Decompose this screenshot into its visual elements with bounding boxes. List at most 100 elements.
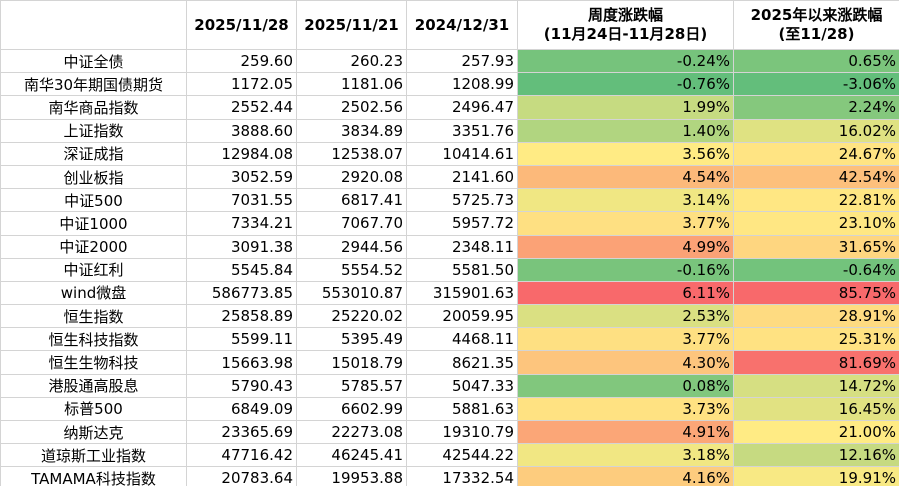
header-date-2025-11-28: 2025/11/28 (186, 0, 297, 50)
table-row: 标普500 6849.09 6602.99 5881.63 3.73% 16.45% (0, 396, 899, 422)
cell-value-2024-12-31: 20059.95 (406, 304, 518, 329)
cell-ytd-change: 81.69% (733, 350, 899, 375)
cell-weekly-change: 3.14% (517, 188, 734, 213)
cell-weekly-change: 3.77% (517, 211, 734, 236)
cell-value-2025-11-28: 7031.55 (186, 188, 297, 213)
header-date-2024-12-31: 2024/12/31 (406, 0, 518, 50)
header-weekly-change-title: 周度涨跌幅 (587, 6, 663, 24)
cell-value-2024-12-31: 2141.60 (406, 164, 518, 190)
cell-index-name: 南华30年期国债期货 (0, 72, 187, 97)
cell-value-2024-12-31: 19310.79 (406, 419, 518, 445)
cell-weekly-change: 0.08% (517, 373, 734, 398)
cell-weekly-change: -0.16% (517, 257, 734, 282)
header-ytd-change-range: (至11/28) (778, 25, 855, 43)
cell-value-2024-12-31: 42544.22 (406, 443, 518, 468)
cell-value-2025-11-28: 3888.60 (186, 118, 297, 143)
table-row: 中证全债 259.60 260.23 257.93 -0.24% 0.65% (0, 48, 899, 74)
table-row: 港股通高股息 5790.43 5785.57 5047.33 0.08% 14.72% (0, 373, 899, 398)
cell-value-2024-12-31: 2496.47 (406, 95, 518, 120)
table-row: 恒生科技指数 5599.11 5395.49 4468.11 3.77% 25.31% (0, 327, 899, 352)
cell-value-2025-11-28: 259.60 (186, 48, 297, 74)
table-row: 创业板指 3052.59 2920.08 2141.60 4.54% 42.54% (0, 164, 899, 190)
table-row: 南华商品指数 2552.44 2502.56 2496.47 1.99% 2.24% (0, 95, 899, 120)
cell-value-2025-11-28: 2552.44 (186, 95, 297, 120)
cell-index-name: wind微盘 (0, 280, 187, 306)
cell-ytd-change: 22.81% (733, 188, 899, 213)
cell-value-2025-11-28: 5790.43 (186, 373, 297, 398)
cell-ytd-change: 12.16% (733, 443, 899, 468)
cell-value-2025-11-21: 46245.41 (296, 443, 407, 468)
cell-index-name: 创业板指 (0, 164, 187, 190)
cell-ytd-change: -0.64% (733, 257, 899, 282)
cell-ytd-change: 24.67% (733, 141, 899, 166)
cell-value-2024-12-31: 10414.61 (406, 141, 518, 166)
table-row: 中证500 7031.55 6817.41 5725.73 3.14% 22.81% (0, 188, 899, 213)
cell-index-name: 纳斯达克 (0, 419, 187, 445)
cell-value-2025-11-28: 15663.98 (186, 350, 297, 375)
cell-weekly-change: 6.11% (517, 280, 734, 306)
cell-value-2025-11-21: 553010.87 (296, 280, 407, 306)
table-row: 中证红利 5545.84 5554.52 5581.50 -0.16% -0.64% (0, 257, 899, 282)
cell-index-name: 南华商品指数 (0, 95, 187, 120)
cell-weekly-change: 2.53% (517, 304, 734, 329)
cell-weekly-change: 1.99% (517, 95, 734, 120)
cell-weekly-change: 3.56% (517, 141, 734, 166)
cell-weekly-change: 4.91% (517, 419, 734, 445)
cell-ytd-change: 23.10% (733, 211, 899, 236)
table-row: wind微盘 586773.85 553010.87 315901.63 6.11% 85… (0, 280, 899, 306)
cell-value-2025-11-21: 5554.52 (296, 257, 407, 282)
cell-value-2025-11-21: 22273.08 (296, 419, 407, 445)
cell-value-2025-11-28: 12984.08 (186, 141, 297, 166)
cell-value-2025-11-21: 6602.99 (296, 396, 407, 422)
cell-value-2025-11-21: 1181.06 (296, 72, 407, 97)
cell-value-2024-12-31: 5881.63 (406, 396, 518, 422)
cell-value-2024-12-31: 5957.72 (406, 211, 518, 236)
cell-value-2025-11-28: 47716.42 (186, 443, 297, 468)
cell-index-name: 中证2000 (0, 234, 187, 259)
cell-index-name: 道琼斯工业指数 (0, 443, 187, 468)
cell-index-name: 中证500 (0, 188, 187, 213)
cell-weekly-change: 4.16% (517, 466, 734, 486)
cell-weekly-change: 3.18% (517, 443, 734, 468)
table-row: 中证1000 7334.21 7067.70 5957.72 3.77% 23.10% (0, 211, 899, 236)
table-row: 恒生生物科技 15663.98 15018.79 8621.35 4.30% 81.69% (0, 350, 899, 375)
cell-index-name: 恒生科技指数 (0, 327, 187, 352)
cell-value-2025-11-28: 6849.09 (186, 396, 297, 422)
cell-index-name: TAMAMA科技指数 (0, 466, 187, 486)
cell-value-2025-11-28: 7334.21 (186, 211, 297, 236)
cell-value-2025-11-28: 586773.85 (186, 280, 297, 306)
cell-value-2025-11-28: 1172.05 (186, 72, 297, 97)
table-row: 恒生指数 25858.89 25220.02 20059.95 2.53% 28.91% (0, 304, 899, 329)
cell-value-2024-12-31: 17332.54 (406, 466, 518, 486)
cell-weekly-change: 4.99% (517, 234, 734, 259)
cell-ytd-change: 28.91% (733, 304, 899, 329)
cell-index-name: 恒生生物科技 (0, 350, 187, 375)
cell-value-2024-12-31: 8621.35 (406, 350, 518, 375)
cell-value-2025-11-28: 23365.69 (186, 419, 297, 445)
cell-ytd-change: 25.31% (733, 327, 899, 352)
cell-value-2025-11-21: 12538.07 (296, 141, 407, 166)
cell-ytd-change: 42.54% (733, 164, 899, 190)
cell-value-2025-11-28: 3052.59 (186, 164, 297, 190)
cell-value-2025-11-21: 5785.57 (296, 373, 407, 398)
cell-weekly-change: -0.76% (517, 72, 734, 97)
cell-weekly-change: 3.73% (517, 396, 734, 422)
cell-value-2025-11-21: 25220.02 (296, 304, 407, 329)
header-ytd-change-title: 2025年以来涨跌幅 (750, 6, 883, 24)
cell-index-name: 恒生指数 (0, 304, 187, 329)
cell-ytd-change: 21.00% (733, 419, 899, 445)
cell-ytd-change: 14.72% (733, 373, 899, 398)
cell-index-name: 深证成指 (0, 141, 187, 166)
cell-value-2024-12-31: 3351.76 (406, 118, 518, 143)
table-body: 中证全债 259.60 260.23 257.93 -0.24% 0.65% 南华30年期国… (0, 48, 899, 486)
cell-value-2025-11-28: 3091.38 (186, 234, 297, 259)
cell-value-2024-12-31: 5725.73 (406, 188, 518, 213)
header-ytd-change: 2025年以来涨跌幅 (至11/28) (733, 0, 899, 50)
cell-value-2025-11-21: 2502.56 (296, 95, 407, 120)
cell-value-2025-11-21: 2944.56 (296, 234, 407, 259)
table-row: 道琼斯工业指数 47716.42 46245.41 42544.22 3.18% 12.1… (0, 443, 899, 468)
header-row: 2025/11/28 2025/11/21 2024/12/31 周度涨跌幅 (… (0, 0, 899, 50)
cell-ytd-change: 16.02% (733, 118, 899, 143)
